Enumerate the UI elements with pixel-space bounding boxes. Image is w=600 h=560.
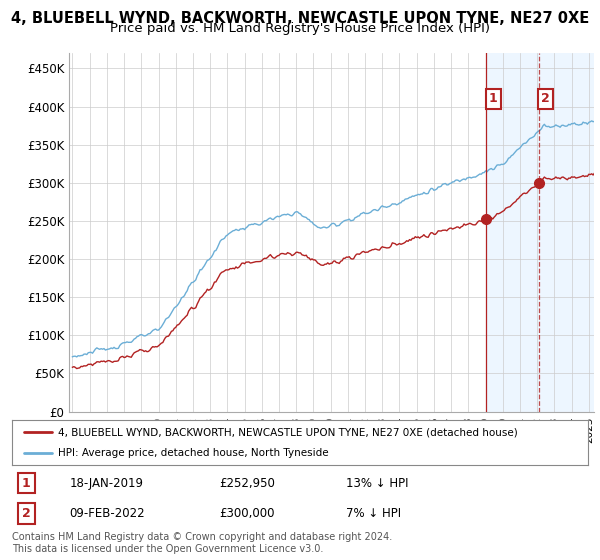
Text: HPI: Average price, detached house, North Tyneside: HPI: Average price, detached house, Nort… — [58, 447, 329, 458]
Text: Price paid vs. HM Land Registry's House Price Index (HPI): Price paid vs. HM Land Registry's House … — [110, 22, 490, 35]
Text: 4, BLUEBELL WYND, BACKWORTH, NEWCASTLE UPON TYNE, NE27 0XE (detached house): 4, BLUEBELL WYND, BACKWORTH, NEWCASTLE U… — [58, 427, 518, 437]
Text: 18-JAN-2019: 18-JAN-2019 — [70, 477, 143, 490]
Text: 2: 2 — [22, 507, 31, 520]
Text: 09-FEB-2022: 09-FEB-2022 — [70, 507, 145, 520]
Text: 2: 2 — [541, 92, 550, 105]
Text: 4, BLUEBELL WYND, BACKWORTH, NEWCASTLE UPON TYNE, NE27 0XE: 4, BLUEBELL WYND, BACKWORTH, NEWCASTLE U… — [11, 11, 589, 26]
Text: 1: 1 — [489, 92, 497, 105]
Bar — [486, 53, 594, 412]
Text: 1: 1 — [22, 477, 31, 490]
Text: 7% ↓ HPI: 7% ↓ HPI — [346, 507, 401, 520]
Text: £252,950: £252,950 — [220, 477, 275, 490]
Text: £300,000: £300,000 — [220, 507, 275, 520]
Text: 13% ↓ HPI: 13% ↓ HPI — [346, 477, 409, 490]
Text: Contains HM Land Registry data © Crown copyright and database right 2024.
This d: Contains HM Land Registry data © Crown c… — [12, 532, 392, 554]
